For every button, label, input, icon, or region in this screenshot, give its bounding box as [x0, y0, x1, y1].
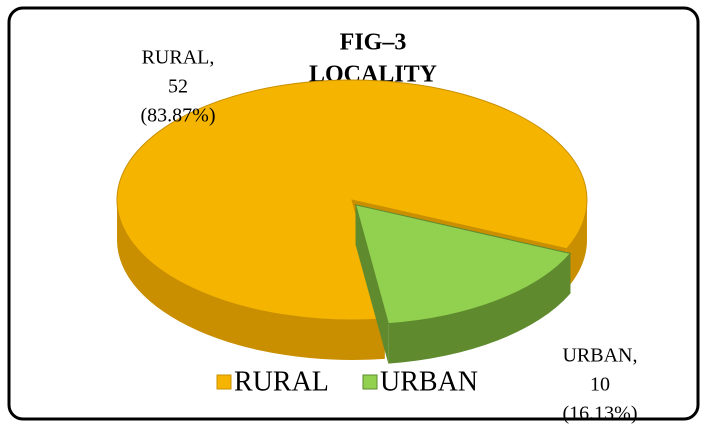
- slice-side: [117, 200, 385, 360]
- slice-cut-face: [355, 204, 389, 364]
- slice: [354, 204, 572, 325]
- data-label-name: URBAN,: [562, 345, 637, 367]
- slice: [116, 79, 588, 321]
- legend-swatch: [362, 374, 378, 390]
- data-label-percent: (16.13%): [563, 403, 638, 425]
- legend-label: RURAL: [234, 366, 329, 397]
- data-label-percent: (83.87%): [141, 105, 216, 127]
- chart-title: FIG–3: [340, 30, 407, 56]
- data-label-name: RURAL,: [142, 47, 215, 69]
- legend-label: URBAN: [380, 366, 478, 397]
- slice-side: [566, 200, 587, 289]
- data-label-value: 52: [168, 76, 188, 98]
- slice-side: [388, 253, 571, 364]
- data-label-value: 10: [590, 374, 610, 396]
- legend-swatch: [216, 374, 232, 390]
